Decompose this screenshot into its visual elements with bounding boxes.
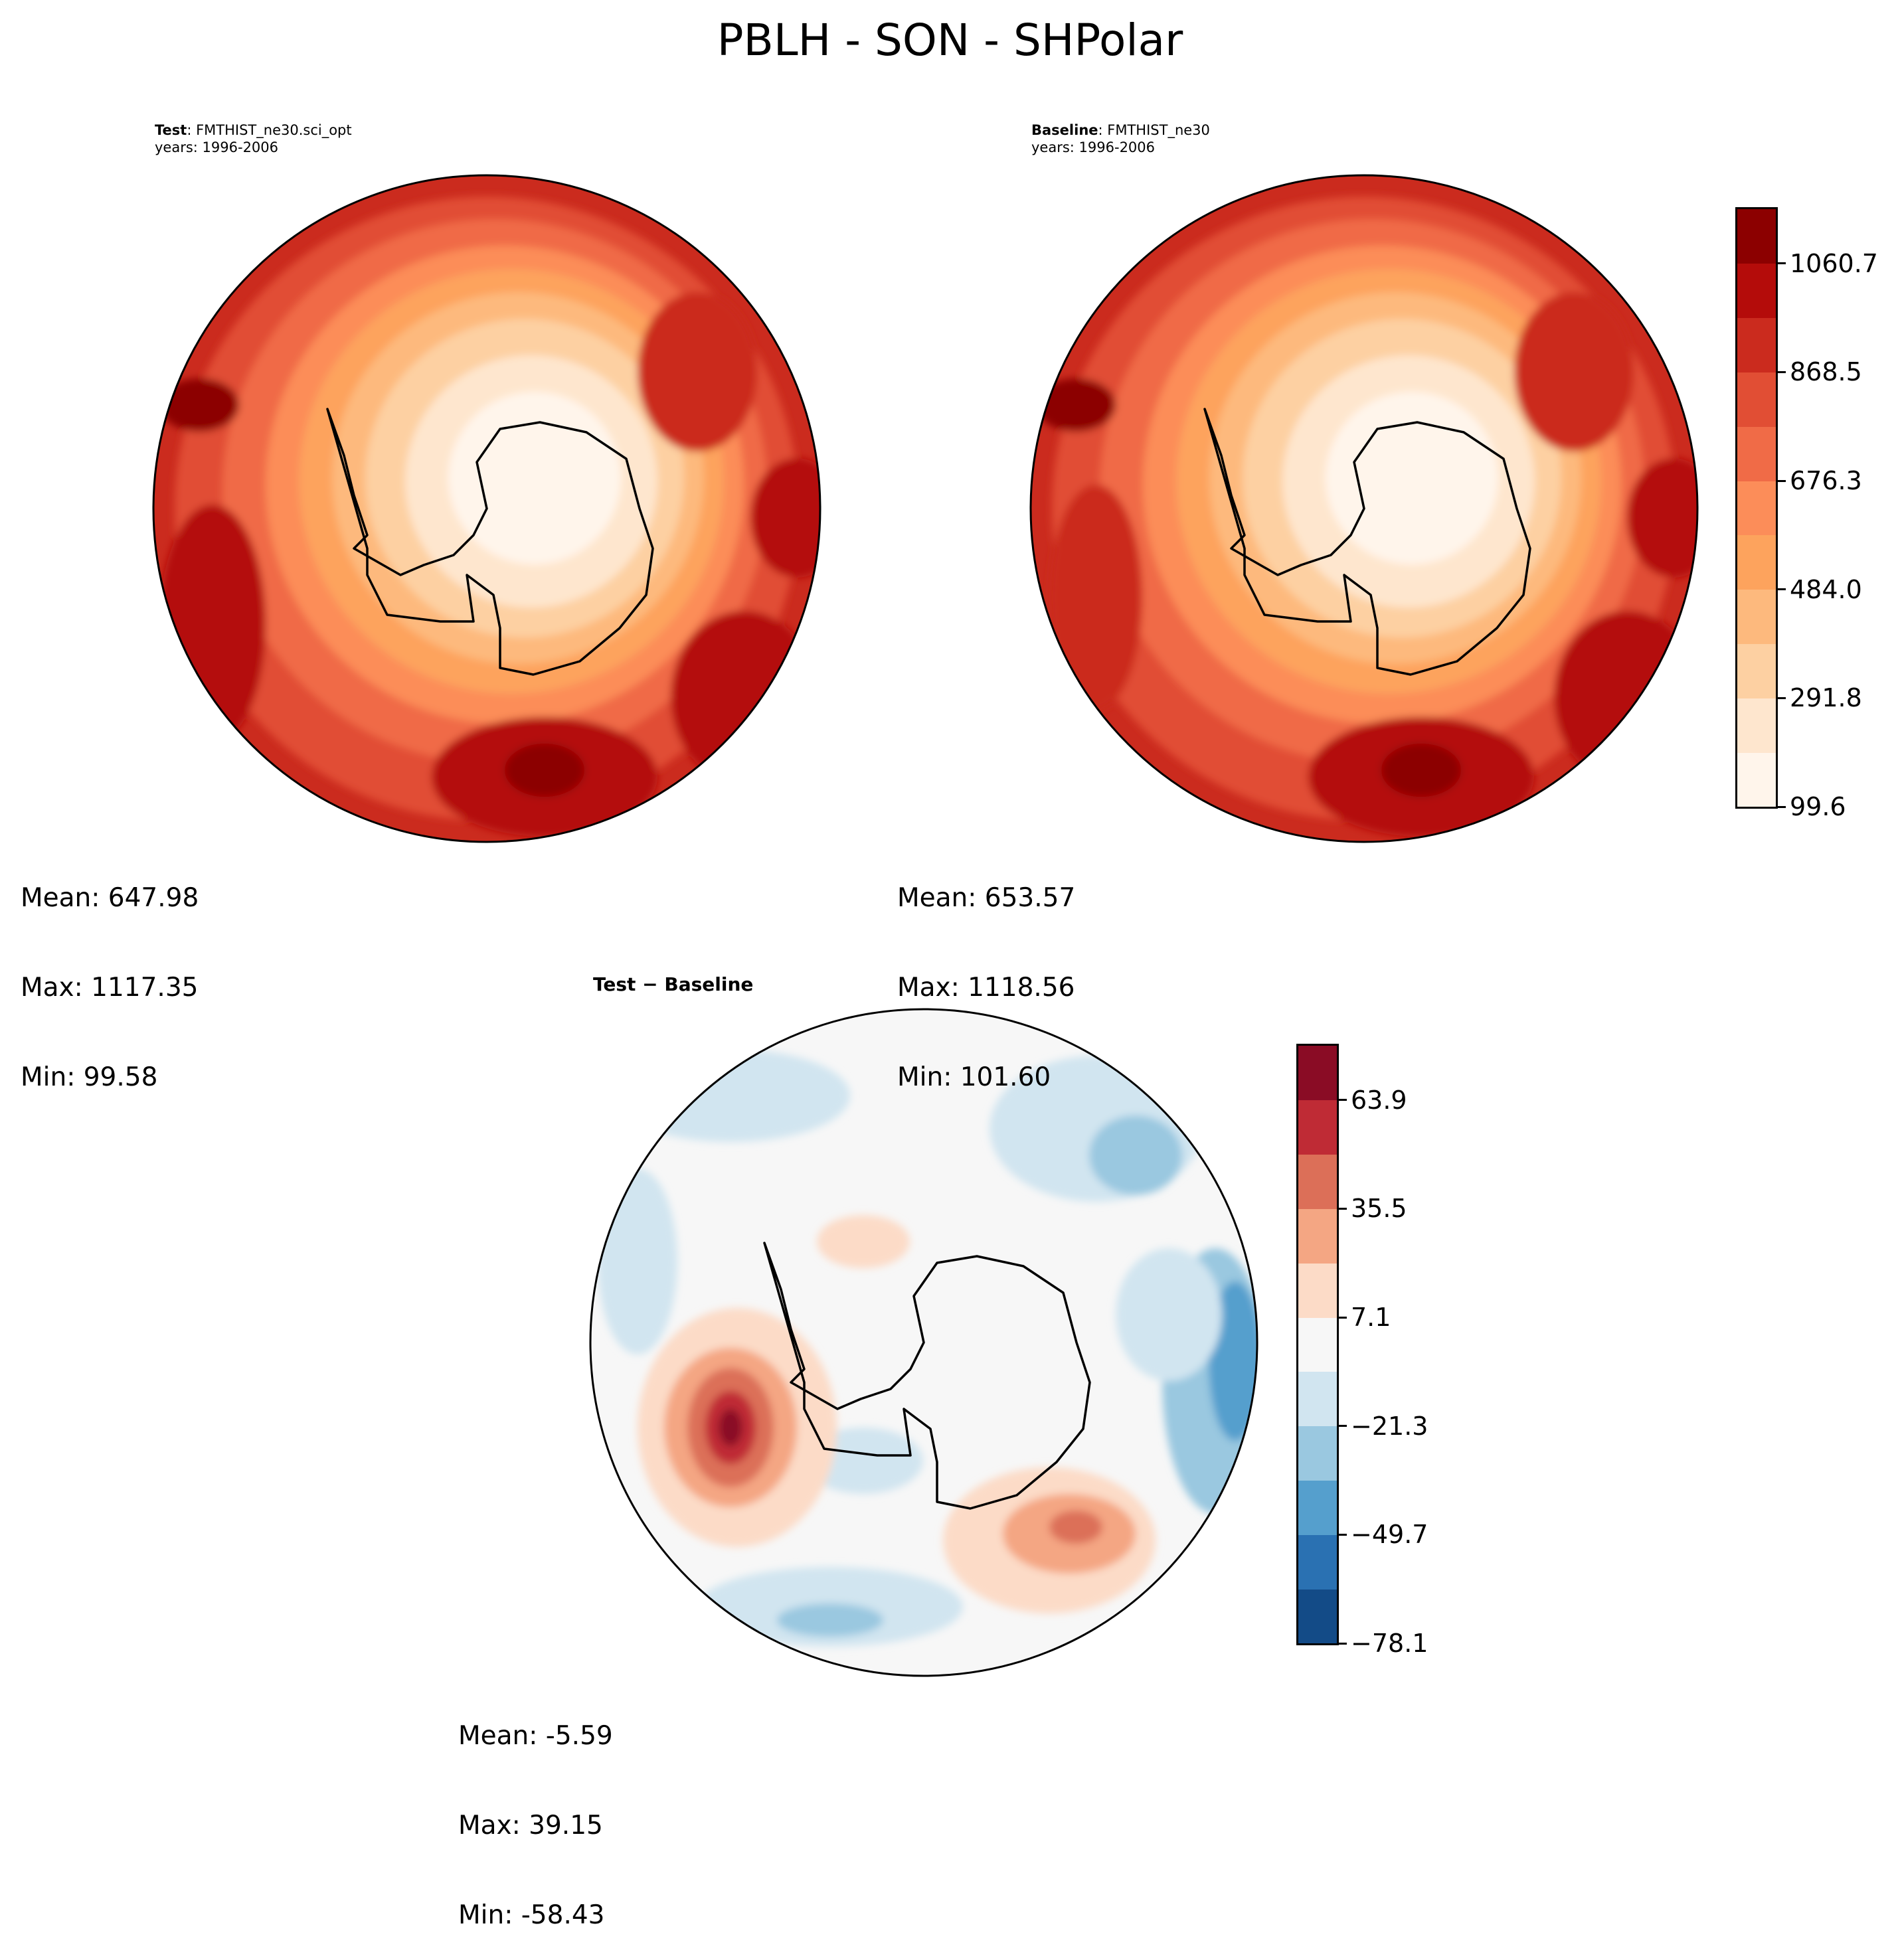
colorbar-diff-tick-mark (1339, 1425, 1347, 1428)
colorbar-diff-tick-label: −21.3 (1351, 1411, 1428, 1441)
colorbar-diff-swatch (1298, 1263, 1337, 1318)
baseline-label-sep: : (1098, 122, 1108, 138)
colorbar-diff-swatch (1298, 1371, 1337, 1427)
colorbar-diff-tick-label: −49.7 (1351, 1520, 1428, 1550)
colorbar-main-swatch (1737, 263, 1776, 319)
colorbar-main-tick-mark (1778, 479, 1786, 482)
colorbar-main-swatch (1737, 426, 1776, 481)
colorbar-main-swatch (1737, 752, 1776, 807)
colorbar-main-swatch (1737, 372, 1776, 427)
colorbar-diff-tick-mark (1339, 1316, 1347, 1319)
diff-map (589, 1008, 1258, 1677)
colorbar-main-swatch (1737, 481, 1776, 536)
colorbar-main-tick-mark (1778, 696, 1786, 699)
test-label-text: FMTHIST_ne30.sci_opt (196, 122, 352, 138)
colorbar-main-tick-mark (1778, 805, 1786, 808)
colorbar-diff-swatch (1298, 1317, 1337, 1372)
colorbar-main-tick-label: 676.3 (1790, 466, 1862, 496)
diff-label-bold: Test − Baseline (593, 973, 754, 995)
colorbar-diff-swatch (1298, 1589, 1337, 1644)
test-panel-label: Test: FMTHIST_ne30.sci_opt years: 1996-2… (155, 122, 352, 156)
colorbar-main-tick-label: 484.0 (1790, 574, 1862, 604)
baseline-panel-label: Baseline: FMTHIST_ne30 years: 1996-2006 (1031, 122, 1210, 156)
baseline-years: years: 1996-2006 (1031, 139, 1156, 155)
colorbar-diff-tick-label: 63.9 (1351, 1085, 1407, 1115)
diff-panel-label: Test − Baseline (593, 973, 754, 995)
baseline-label-text: FMTHIST_ne30 (1107, 122, 1210, 138)
colorbar-diff-tick-mark (1339, 1207, 1347, 1210)
baseline-max: Max: 1118.56 (897, 973, 1075, 1003)
baseline-stats: Mean: 653.57 Max: 1118.56 Min: 101.60 (897, 823, 1075, 1122)
colorbar-main-swatch (1737, 534, 1776, 590)
colorbar-main-tick-label: 1060.7 (1790, 248, 1878, 278)
test-max: Max: 1117.35 (21, 973, 199, 1003)
colorbar-diff-swatch (1298, 1426, 1337, 1481)
colorbar-diff-tick-mark (1339, 1642, 1347, 1645)
test-stats: Mean: 647.98 Max: 1117.35 Min: 99.58 (21, 823, 199, 1122)
baseline-label-bold: Baseline (1031, 122, 1098, 138)
test-mean: Mean: 647.98 (21, 883, 199, 913)
colorbar-diff-tick-mark (1339, 1099, 1347, 1102)
colorbar-main-tick-mark (1778, 262, 1786, 265)
colorbar-diff-tick-mark (1339, 1533, 1347, 1536)
colorbar-main-tick-label: 868.5 (1790, 357, 1862, 387)
baseline-min: Min: 101.60 (897, 1062, 1051, 1092)
colorbar-main-swatch (1737, 698, 1776, 753)
colorbar-main-tick-mark (1778, 588, 1786, 591)
test-label-bold: Test (155, 122, 187, 138)
test-label-sep: : (187, 122, 197, 138)
colorbar-main-tick-label: 99.6 (1790, 792, 1846, 821)
colorbar-main-tick-mark (1778, 370, 1786, 373)
colorbar-main-swatch (1737, 589, 1776, 645)
baseline-mean: Mean: 653.57 (897, 883, 1076, 913)
test-years: years: 1996-2006 (155, 139, 279, 155)
colorbar-diff-swatch (1298, 1480, 1337, 1535)
diff-max: Max: 39.15 (458, 1811, 603, 1840)
diff-mean: Mean: -5.59 (458, 1721, 613, 1751)
test-map (152, 174, 821, 843)
baseline-map (1029, 174, 1699, 843)
colorbar-main-swatch (1737, 209, 1776, 264)
colorbar-diff-tick-label: −78.1 (1351, 1629, 1428, 1658)
colorbar-diff-swatch (1298, 1046, 1337, 1101)
colorbar-diff-tick-label: 35.5 (1351, 1194, 1407, 1224)
colorbar-main-swatch (1737, 317, 1776, 372)
figure-title: PBLH - SON - SHPolar (717, 15, 1183, 66)
colorbar-diff (1296, 1044, 1339, 1645)
colorbar-diff-swatch (1298, 1154, 1337, 1209)
diff-min: Min: -58.43 (458, 1900, 605, 1930)
colorbar-main-swatch (1737, 643, 1776, 698)
colorbar-diff-swatch (1298, 1100, 1337, 1155)
test-min: Min: 99.58 (21, 1062, 158, 1092)
colorbar-diff-swatch (1298, 1208, 1337, 1264)
colorbar-diff-swatch (1298, 1534, 1337, 1590)
diff-stats: Mean: -5.59 Max: 39.15 Min: -58.43 (458, 1661, 613, 1960)
maps-layer (152, 174, 1699, 1677)
colorbar-main-tick-label: 291.8 (1790, 683, 1862, 713)
colorbar-diff-tick-label: 7.1 (1351, 1303, 1391, 1333)
colorbar-main (1735, 207, 1778, 809)
